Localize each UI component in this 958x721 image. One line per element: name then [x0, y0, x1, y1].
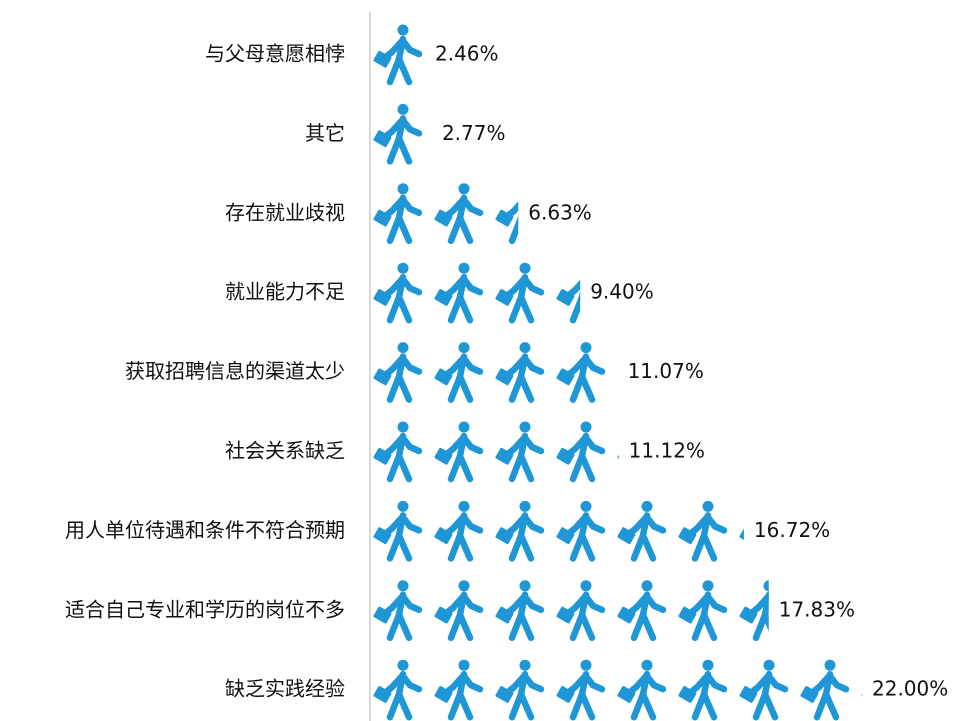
person-icon — [556, 580, 602, 638]
value-label: 17.83% — [779, 597, 855, 621]
person-icon — [739, 660, 785, 718]
category-label: 获取招聘信息的渠道太少 — [125, 359, 345, 383]
person-icon — [495, 342, 541, 400]
person-icon — [434, 342, 480, 400]
value-label: 2.77% — [442, 121, 506, 145]
person-icon — [434, 263, 480, 321]
person-icon — [373, 422, 419, 480]
person-icon — [556, 342, 602, 400]
person-icon — [434, 422, 480, 480]
person-icon — [556, 422, 602, 480]
value-label: 11.07% — [628, 359, 704, 383]
value-label: 22.00% — [872, 677, 948, 701]
pictograph-bar — [373, 183, 541, 241]
person-icon — [373, 25, 419, 83]
person-icon — [373, 501, 419, 559]
person-icon — [434, 580, 480, 638]
person-icon — [678, 580, 724, 638]
person-icon — [495, 580, 541, 638]
person-icon — [678, 501, 724, 559]
category-label: 社会关系缺乏 — [225, 439, 345, 463]
pictograph-bar — [373, 342, 663, 400]
person-icon — [434, 501, 480, 559]
person-icon — [495, 501, 541, 559]
pictograph-bar — [373, 422, 663, 480]
person-icon — [434, 183, 480, 241]
person-icon — [617, 580, 663, 638]
category-label: 缺乏实践经验 — [225, 677, 345, 701]
person-icon — [373, 342, 419, 400]
category-label: 与父母意愿相悖 — [205, 42, 345, 66]
category-label: 其它 — [305, 121, 345, 145]
value-label: 6.63% — [528, 200, 592, 224]
category-label: 就业能力不足 — [225, 280, 345, 304]
pictograph-bar — [373, 25, 419, 83]
pictograph-bar — [373, 501, 785, 559]
person-icon — [373, 580, 419, 638]
person-icon — [373, 104, 419, 161]
person-icon — [373, 660, 419, 718]
category-label: 适合自己专业和学历的岗位不多 — [65, 597, 345, 621]
person-icon — [617, 660, 663, 718]
person-icon — [373, 263, 419, 321]
person-icon — [495, 422, 541, 480]
category-label: 存在就业歧视 — [225, 200, 345, 224]
person-icon — [556, 660, 602, 718]
value-label: 9.40% — [590, 280, 654, 304]
pictograph-bar — [373, 263, 602, 321]
pictograph-bar — [373, 580, 785, 638]
person-icon — [617, 501, 663, 559]
value-label: 2.46% — [435, 42, 499, 66]
person-icon — [495, 263, 541, 321]
person-icon — [678, 660, 724, 718]
person-icon — [434, 660, 480, 718]
value-label: 11.12% — [629, 439, 705, 463]
pictograph-bar — [373, 660, 907, 718]
person-icon — [800, 660, 846, 718]
person-icon — [556, 501, 602, 559]
category-label: 用人单位待遇和条件不符合预期 — [65, 518, 345, 542]
person-icon — [373, 183, 419, 241]
value-label: 16.72% — [754, 518, 830, 542]
person-icon — [495, 660, 541, 718]
